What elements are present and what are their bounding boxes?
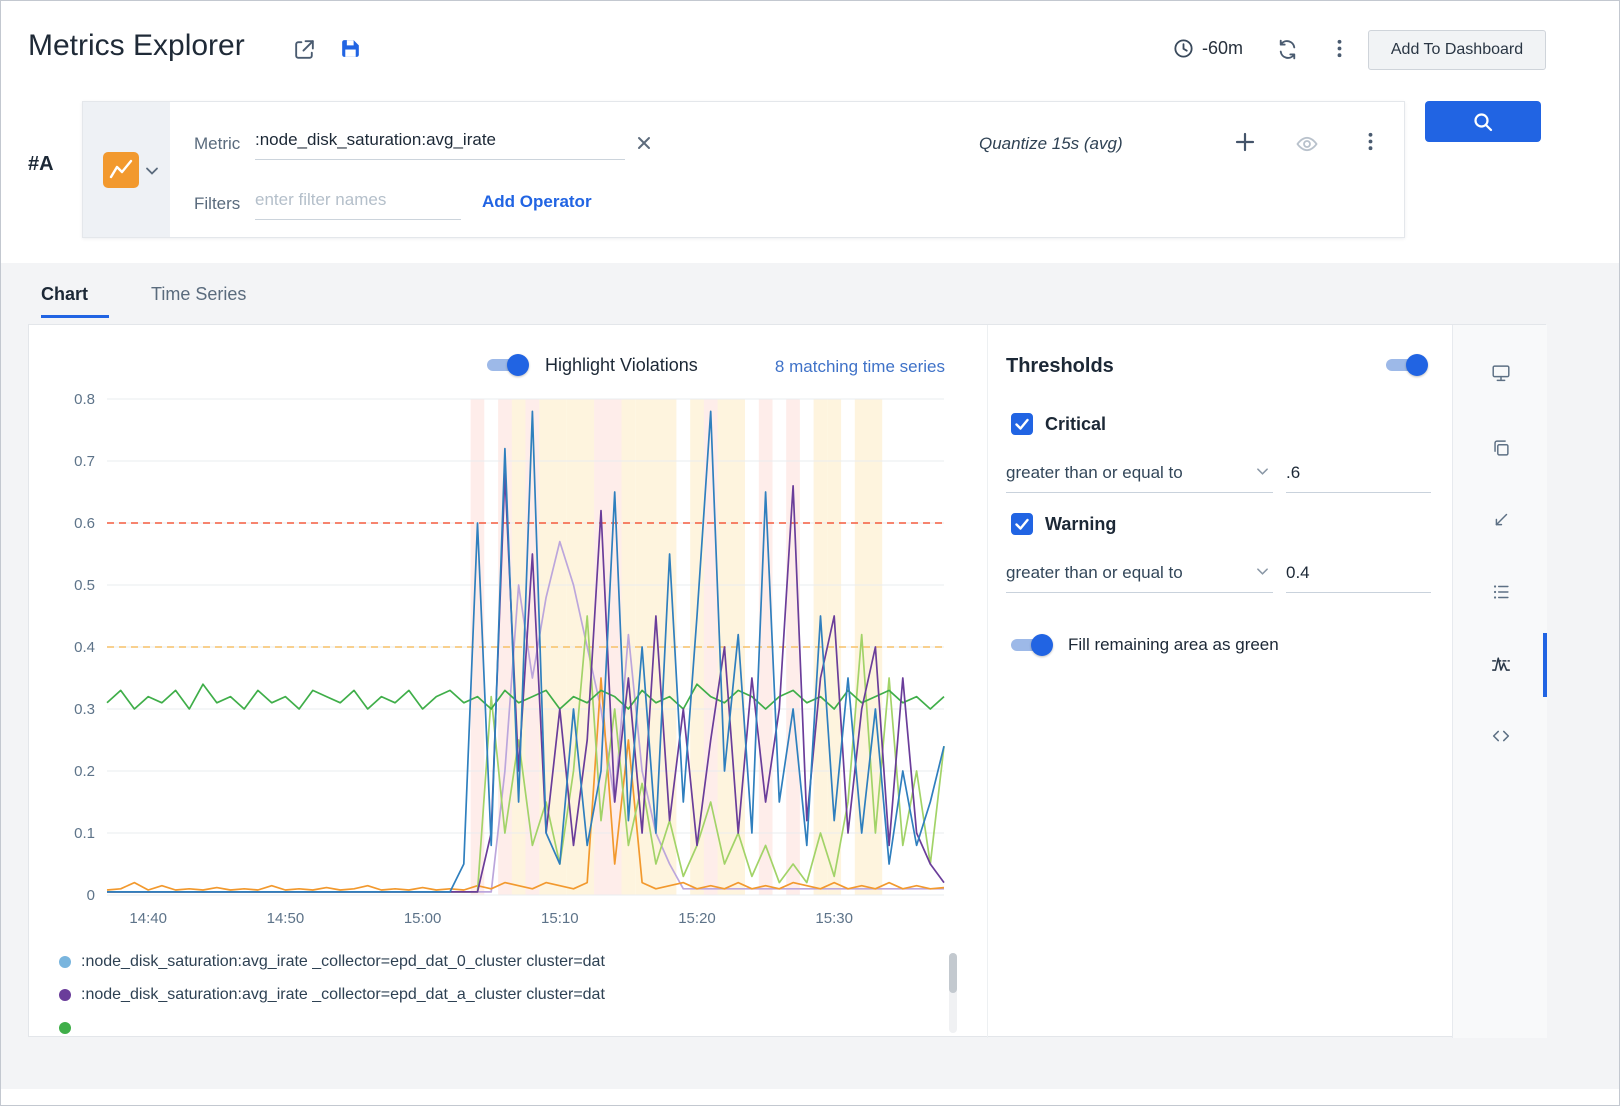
legend-color-dot (59, 955, 71, 968)
thresholds-toggle[interactable] (1386, 354, 1428, 376)
page-title: Metrics Explorer (28, 29, 245, 62)
threshold-icon[interactable] (1490, 654, 1512, 676)
metrics-chart[interactable]: 0 0.1 0.2 0.3 0.4 0.5 0.6 0.7 0.8 14:40 14:50 15:00… (49, 385, 954, 940)
tab-chart[interactable]: Chart (41, 284, 89, 304)
chart-legend: :node_disk_saturation:avg_irate _collect… (59, 945, 939, 1037)
chart-section: Highlight Violations 8 matching time ser… (29, 325, 987, 1038)
clock-icon (1172, 37, 1195, 60)
legend-color-dot (59, 1021, 71, 1034)
quantize-label: Quantize 15s (avg) (979, 134, 1123, 153)
svg-text:14:50: 14:50 (267, 910, 305, 927)
tab-time-series[interactable]: Time Series (151, 284, 247, 304)
legend-item[interactable] (59, 1011, 939, 1037)
query-row-label: #A (28, 153, 54, 175)
metric-input-field (255, 130, 625, 160)
legend-color-dot (59, 988, 71, 1001)
svg-text:15:20: 15:20 (678, 910, 716, 927)
warning-label: Warning (1045, 514, 1117, 534)
svg-text:15:00: 15:00 (404, 910, 442, 927)
kebab-menu-icon[interactable] (1328, 37, 1351, 60)
critical-operator-value: greater than or equal to (1006, 463, 1183, 482)
chevron-down-icon (1256, 463, 1269, 483)
filters-field-label: Filters (194, 194, 241, 213)
monitor-icon[interactable] (1490, 362, 1512, 384)
side-toolbar (1452, 325, 1547, 1038)
main-panel: Highlight Violations 8 matching time ser… (28, 324, 1547, 1038)
metric-field-label: Metric (194, 134, 241, 153)
warning-value-field (1286, 563, 1431, 593)
svg-text:0.4: 0.4 (74, 639, 95, 656)
fill-green-label: Fill remaining area as green (1068, 635, 1279, 654)
critical-operator-select[interactable]: greater than or equal to (1006, 463, 1273, 493)
chevron-down-icon[interactable] (145, 164, 159, 178)
critical-value-input[interactable] (1286, 463, 1431, 483)
filters-input[interactable] (255, 190, 461, 210)
filters-input-field (255, 190, 461, 220)
active-tool-indicator (1543, 633, 1547, 697)
metric-type-cell[interactable] (83, 102, 170, 237)
chart-trend-icon[interactable] (1490, 509, 1512, 531)
legend-scrollbar-thumb[interactable] (949, 953, 957, 993)
critical-checkbox[interactable] (1011, 413, 1033, 435)
warning-checkbox[interactable] (1011, 513, 1033, 535)
legend-label: :node_disk_saturation:avg_irate _collect… (81, 985, 605, 1003)
svg-text:14:40: 14:40 (129, 910, 167, 927)
legend-label: :node_disk_saturation:avg_irate _collect… (81, 952, 605, 970)
matching-series-link[interactable]: 8 matching time series (774, 357, 945, 376)
svg-text:0.3: 0.3 (74, 701, 95, 718)
metric-input[interactable] (255, 130, 625, 150)
thresholds-title: Thresholds (1006, 355, 1114, 377)
warning-value-input[interactable] (1286, 563, 1431, 583)
run-search-button[interactable] (1425, 101, 1541, 142)
warning-operator-value: greater than or equal to (1006, 563, 1183, 582)
svg-text:0: 0 (87, 887, 95, 904)
legend-item[interactable]: :node_disk_saturation:avg_irate _collect… (59, 945, 939, 978)
add-query-icon[interactable] (1233, 130, 1257, 154)
refresh-icon[interactable] (1275, 37, 1300, 62)
add-to-dashboard-button[interactable]: Add To Dashboard (1368, 30, 1546, 70)
query-card: Metric Filters Add Operator Quantize 15s… (82, 101, 1405, 238)
legend-item[interactable]: :node_disk_saturation:avg_irate _collect… (59, 978, 939, 1011)
code-icon[interactable] (1490, 725, 1512, 747)
svg-text:0.5: 0.5 (74, 577, 95, 594)
highlight-violations-label: Highlight Violations (545, 355, 698, 375)
svg-text:0.2: 0.2 (74, 763, 95, 780)
svg-text:0.8: 0.8 (74, 391, 95, 408)
svg-text:0.6: 0.6 (74, 515, 95, 532)
query-kebab-icon[interactable] (1359, 130, 1382, 153)
visibility-eye-icon[interactable] (1295, 132, 1319, 156)
share-icon[interactable] (292, 37, 317, 62)
warning-operator-select[interactable]: greater than or equal to (1006, 563, 1273, 593)
svg-text:15:30: 15:30 (815, 910, 853, 927)
bottom-strip (1, 1089, 1619, 1105)
active-tab-underline (41, 315, 109, 318)
critical-value-field (1286, 463, 1431, 493)
add-operator-link[interactable]: Add Operator (482, 192, 592, 211)
svg-text:0.1: 0.1 (74, 825, 95, 842)
list-icon[interactable] (1490, 581, 1512, 603)
legend-scrollbar[interactable] (949, 953, 957, 1033)
metric-type-icon (103, 152, 139, 188)
thresholds-panel: Thresholds Critical greater than or equa… (987, 325, 1452, 1038)
clear-metric-icon[interactable] (635, 134, 653, 152)
time-range-value[interactable]: -60m (1202, 38, 1244, 58)
svg-text:15:10: 15:10 (541, 910, 579, 927)
critical-label: Critical (1045, 414, 1107, 434)
fill-green-toggle[interactable] (1011, 634, 1053, 656)
highlight-violations-toggle[interactable] (487, 354, 529, 376)
svg-text:0.7: 0.7 (74, 453, 95, 470)
save-icon[interactable] (338, 36, 363, 61)
copy-icon[interactable] (1490, 437, 1512, 459)
chevron-down-icon (1256, 563, 1269, 583)
